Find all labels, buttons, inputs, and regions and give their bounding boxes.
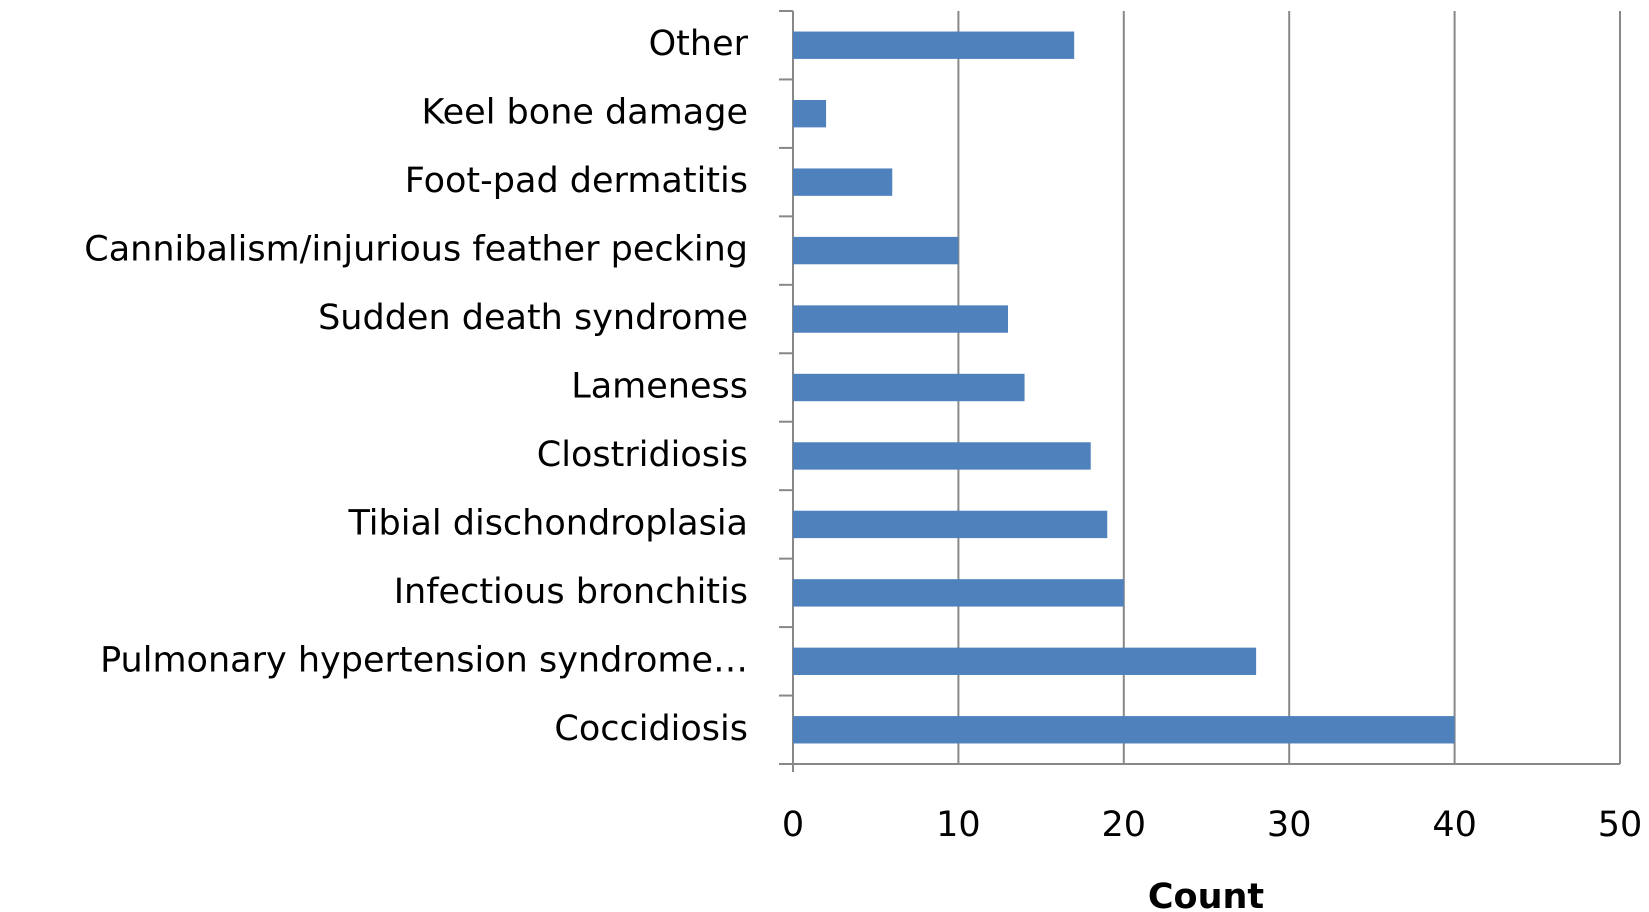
y-tick-label: Keel bone damage (421, 93, 748, 133)
y-tick-label: Pulmonary hypertension syndrome… (100, 640, 748, 680)
bar (793, 236, 959, 265)
y-tick-label: Tibial dischondroplasia (347, 503, 748, 543)
bar (793, 99, 827, 128)
bar (793, 31, 1075, 59)
bar (793, 716, 1455, 744)
bar (793, 168, 893, 196)
y-tick-label: Clostridiosis (537, 435, 748, 475)
x-tick-label: 30 (1267, 805, 1312, 845)
bar (793, 442, 1091, 470)
y-tick-label: Sudden death syndrome (318, 298, 748, 338)
bar (793, 373, 1025, 402)
y-tick-label: Lameness (571, 367, 748, 407)
x-tick-label: 40 (1432, 805, 1477, 845)
bar (793, 647, 1257, 676)
y-tick-label: Cannibalism/injurious feather pecking (84, 230, 748, 270)
x-tick-label: 10 (936, 805, 981, 845)
bar (793, 510, 1108, 539)
x-axis-label: Count (1148, 877, 1264, 912)
bar (793, 579, 1124, 607)
x-tick-label: 0 (782, 805, 804, 845)
x-tick-label: 20 (1102, 805, 1147, 845)
y-tick-label: Foot-pad dermatitis (405, 161, 748, 201)
y-tick-label: Other (649, 24, 749, 64)
x-tick-label: 50 (1598, 805, 1643, 845)
bar (793, 305, 1009, 333)
y-tick-label: Infectious bronchitis (394, 572, 748, 612)
y-tick-label: Coccidiosis (554, 709, 748, 749)
